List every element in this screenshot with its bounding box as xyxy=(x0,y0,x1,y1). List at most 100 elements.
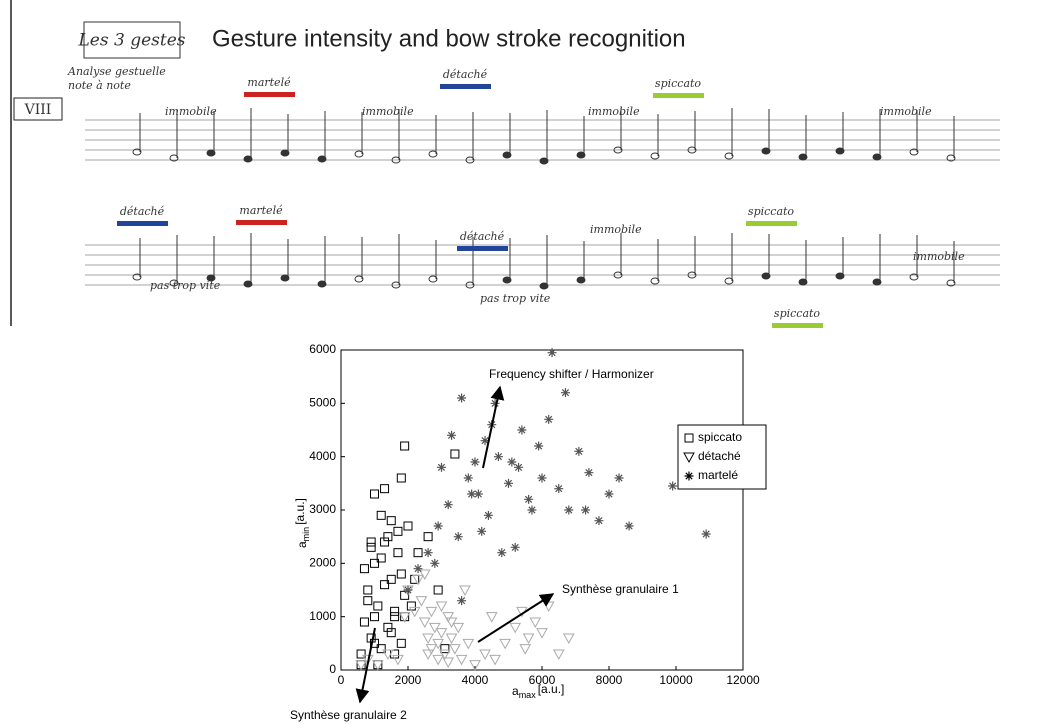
note-head xyxy=(132,148,142,156)
point xyxy=(370,489,379,499)
note-head xyxy=(132,273,142,281)
point xyxy=(457,393,467,403)
point xyxy=(418,617,431,629)
point xyxy=(477,526,487,536)
scatter-plot: 0 2000 4000 6000 8000 10000 12000 0 1000 2000 3000… xyxy=(290,342,767,722)
roman-label: VIII xyxy=(24,102,52,118)
point xyxy=(564,505,574,515)
point xyxy=(544,414,554,424)
note-head xyxy=(613,271,623,279)
y-tick-label: 0 xyxy=(329,662,336,676)
annotation-arrow xyxy=(355,627,376,704)
score-direction: immobile xyxy=(590,223,642,236)
point xyxy=(442,657,455,669)
x-tick-label: 12000 xyxy=(726,673,760,687)
note-head xyxy=(650,277,660,285)
point xyxy=(428,622,441,634)
point xyxy=(373,601,383,611)
bow-stroke-label: spiccato xyxy=(655,77,702,90)
point xyxy=(386,574,396,584)
bow-stroke-label: détaché xyxy=(460,230,505,243)
note-head xyxy=(798,278,808,286)
legend-symbol xyxy=(684,471,694,481)
x-tick-label: 2000 xyxy=(395,673,422,687)
point xyxy=(510,542,520,552)
bow-stroke-bar xyxy=(440,84,491,89)
note-head xyxy=(465,156,475,164)
point xyxy=(422,649,434,661)
point xyxy=(581,505,591,515)
point xyxy=(380,537,390,547)
bow-stroke-bar xyxy=(117,221,168,226)
annotation: Synthèse granulaire 2 xyxy=(290,708,407,722)
point xyxy=(439,649,451,661)
point xyxy=(701,529,711,539)
legend-symbol xyxy=(684,433,694,443)
x-tick-label: 10000 xyxy=(659,673,693,687)
bow-stroke-label: martelé xyxy=(239,204,283,217)
point xyxy=(604,489,614,499)
x-tick-label: 8000 xyxy=(596,673,623,687)
point xyxy=(560,388,570,398)
note-head xyxy=(391,156,401,164)
y-tick-label: 1000 xyxy=(309,609,336,623)
score-direction: immobile xyxy=(165,105,217,118)
point xyxy=(467,489,477,499)
note-head xyxy=(391,281,401,289)
point xyxy=(584,468,594,478)
note-head xyxy=(465,281,475,289)
point xyxy=(509,622,522,634)
note-head xyxy=(946,154,956,162)
annotation: Frequency shifter / Harmonizer xyxy=(489,367,654,381)
point xyxy=(400,441,410,451)
point xyxy=(363,596,373,606)
point xyxy=(485,612,498,623)
x-tick-label: 0 xyxy=(338,673,345,687)
legend-label: détaché xyxy=(698,449,741,463)
note-head xyxy=(502,276,512,284)
point xyxy=(504,478,513,488)
note-head xyxy=(650,152,660,160)
plot-frame xyxy=(340,349,744,671)
point xyxy=(393,548,403,558)
note-head xyxy=(909,148,919,156)
score-note: Analyse gestuelle xyxy=(67,65,166,78)
point xyxy=(562,633,575,645)
point xyxy=(390,606,400,616)
point xyxy=(470,457,480,467)
point xyxy=(359,617,369,627)
point xyxy=(403,521,413,531)
annotation-arrow xyxy=(482,385,505,469)
point xyxy=(412,574,424,586)
point xyxy=(519,644,532,655)
note-head xyxy=(724,277,734,285)
y-label-base: a xyxy=(295,541,309,548)
score-direction: immobile xyxy=(588,105,640,118)
legend-symbol xyxy=(683,452,695,464)
point xyxy=(415,596,428,607)
point xyxy=(406,601,416,611)
score-box xyxy=(83,21,181,59)
score-title: Gesture intensity and bow stroke recogni… xyxy=(212,25,686,52)
bow-stroke-label: détaché xyxy=(120,205,165,218)
point xyxy=(442,612,455,623)
point xyxy=(396,638,406,648)
point xyxy=(450,449,460,459)
annotation: Synthèse granulaire 1 xyxy=(562,582,679,596)
note-head xyxy=(206,149,216,157)
point xyxy=(356,649,366,659)
point xyxy=(398,612,411,623)
point xyxy=(554,484,564,494)
note-head xyxy=(243,155,253,163)
x-label-base: a xyxy=(512,684,519,698)
point xyxy=(624,521,634,531)
point xyxy=(410,574,420,584)
point xyxy=(490,398,500,408)
bow-stroke-bar xyxy=(653,93,704,98)
point xyxy=(425,644,438,655)
point xyxy=(507,457,517,467)
score-direction: immobile xyxy=(362,105,414,118)
point xyxy=(370,558,379,568)
